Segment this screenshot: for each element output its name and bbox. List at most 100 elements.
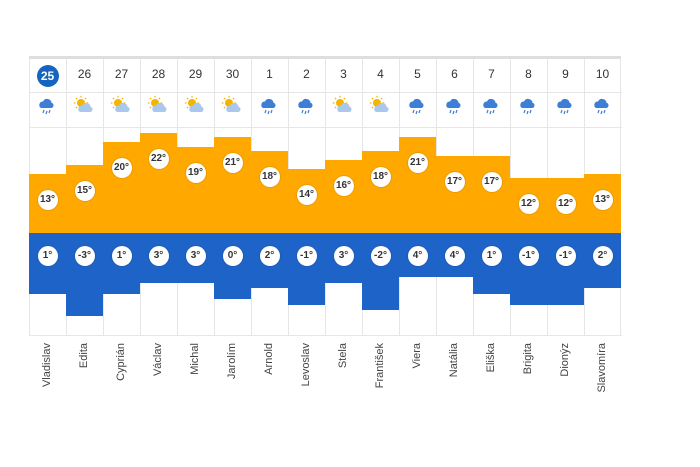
date-number: 9: [562, 67, 569, 81]
day-column[interactable]: 2 14° -1°: [288, 59, 325, 336]
date-label: 26: [66, 65, 103, 83]
low-temp-bar: 4°: [399, 233, 436, 277]
rain-icon: [554, 95, 576, 117]
day-column[interactable]: 6 17° 4°: [436, 59, 473, 336]
date-label: 29: [177, 65, 214, 83]
high-temp-bar: 12°: [547, 178, 584, 233]
low-temp-bar: 1°: [473, 233, 510, 294]
date-number: 27: [114, 67, 129, 81]
date-number: 10: [595, 67, 610, 81]
high-temp-bar: 18°: [251, 151, 288, 233]
day-column[interactable]: 1 18° 2°: [251, 59, 288, 336]
high-temp-label: 14°: [296, 185, 317, 205]
day-column[interactable]: 5 21° 4°: [399, 59, 436, 336]
day-column[interactable]: 4 18° -2°: [362, 59, 399, 336]
day-column[interactable]: 27 20° 1°: [103, 59, 140, 336]
low-temp-label: 2°: [259, 246, 280, 266]
nameday-label: Edita: [78, 343, 90, 369]
nameday-label: Eliška: [485, 343, 497, 373]
high-temp-label: 16°: [333, 176, 354, 196]
high-temp-label: 20°: [111, 158, 132, 178]
day-column[interactable]: 9 12° -1°: [547, 59, 584, 336]
high-temp-label: 21°: [407, 153, 428, 173]
date-number: 4: [377, 67, 384, 81]
nameday-label: Natália: [448, 343, 460, 378]
high-temp-label: 12°: [518, 194, 539, 214]
low-temp-label: 3°: [333, 246, 354, 266]
date-number: 6: [451, 67, 458, 81]
rain-icon: [36, 95, 58, 117]
nameday-label: Brigita: [522, 343, 534, 375]
sun-cloud-icon: [221, 95, 243, 117]
low-temp-label: -1°: [296, 246, 317, 266]
date-label: 27: [103, 65, 140, 83]
low-temp-label: 1°: [37, 246, 58, 266]
low-temp-bar: -1°: [547, 233, 584, 305]
day-column[interactable]: 10 13° 2°: [584, 59, 621, 336]
nameday-label: Václav: [152, 343, 164, 377]
date-number: 30: [225, 67, 240, 81]
date-today: 25: [29, 65, 66, 87]
nameday-label: Stela: [337, 343, 349, 369]
low-temp-label: -1°: [555, 246, 576, 266]
sun-cloud-icon: [332, 95, 354, 117]
low-temp-label: 0°: [222, 246, 243, 266]
nameday-label: Dionýz: [559, 343, 571, 377]
low-temp-bar: -1°: [510, 233, 547, 305]
date-number: 3: [340, 67, 347, 81]
low-temp-label: 3°: [185, 246, 206, 266]
day-column[interactable]: 26 15° -3°: [66, 59, 103, 336]
high-temp-label: 18°: [259, 167, 280, 187]
day-column[interactable]: 8 12° -1°: [510, 59, 547, 336]
date-label: 30: [214, 65, 251, 83]
nameday-label: Vladislav: [41, 343, 53, 388]
low-temp-bar: 1°: [29, 233, 66, 294]
day-column[interactable]: 28 22° 3°: [140, 59, 177, 336]
low-temp-bar: 3°: [140, 233, 177, 283]
date-label: 5: [399, 65, 436, 83]
high-temp-bar: 13°: [29, 174, 66, 233]
date-number: 26: [77, 67, 92, 81]
nameday-label: Arnold: [263, 343, 275, 375]
nameday-label: Viera: [411, 343, 423, 369]
high-temp-label: 15°: [74, 181, 95, 201]
date-number: 7: [488, 67, 495, 81]
high-temp-label: 21°: [222, 153, 243, 173]
low-temp-label: -2°: [370, 246, 391, 266]
high-temp-bar: 22°: [140, 133, 177, 233]
day-column[interactable]: 29 19° 3°: [177, 59, 214, 336]
top-rule: [29, 56, 621, 59]
high-temp-bar: 13°: [584, 174, 621, 233]
day-column[interactable]: 25 13° 1°: [29, 59, 66, 336]
rain-icon: [480, 95, 502, 117]
rain-icon: [517, 95, 539, 117]
date-number: 8: [525, 67, 532, 81]
rain-icon: [443, 95, 465, 117]
date-label: 8: [510, 65, 547, 83]
nameday-label: Levoslav: [300, 343, 312, 387]
date-number: 5: [414, 67, 421, 81]
date-label: 4: [362, 65, 399, 83]
date-label: 10: [584, 65, 621, 83]
date-label: 9: [547, 65, 584, 83]
high-temp-bar: 18°: [362, 151, 399, 233]
rain-icon: [258, 95, 280, 117]
high-temp-label: 19°: [185, 163, 206, 183]
high-temp-bar: 17°: [436, 156, 473, 233]
date-label: 28: [140, 65, 177, 83]
rain-icon: [406, 95, 428, 117]
sun-cloud-icon: [73, 95, 95, 117]
date-number: 28: [151, 67, 166, 81]
date-label: 3: [325, 65, 362, 83]
day-column[interactable]: 3 16° 3°: [325, 59, 362, 336]
high-temp-bar: 17°: [473, 156, 510, 233]
high-temp-bar: 15°: [66, 165, 103, 233]
low-temp-bar: 2°: [251, 233, 288, 288]
high-temp-label: 18°: [370, 167, 391, 187]
day-column[interactable]: 7 17° 1°: [473, 59, 510, 336]
low-temp-label: -3°: [74, 246, 95, 266]
day-column[interactable]: 30 21° 0°: [214, 59, 251, 336]
high-temp-label: 13°: [592, 190, 613, 210]
sun-cloud-icon: [184, 95, 206, 117]
